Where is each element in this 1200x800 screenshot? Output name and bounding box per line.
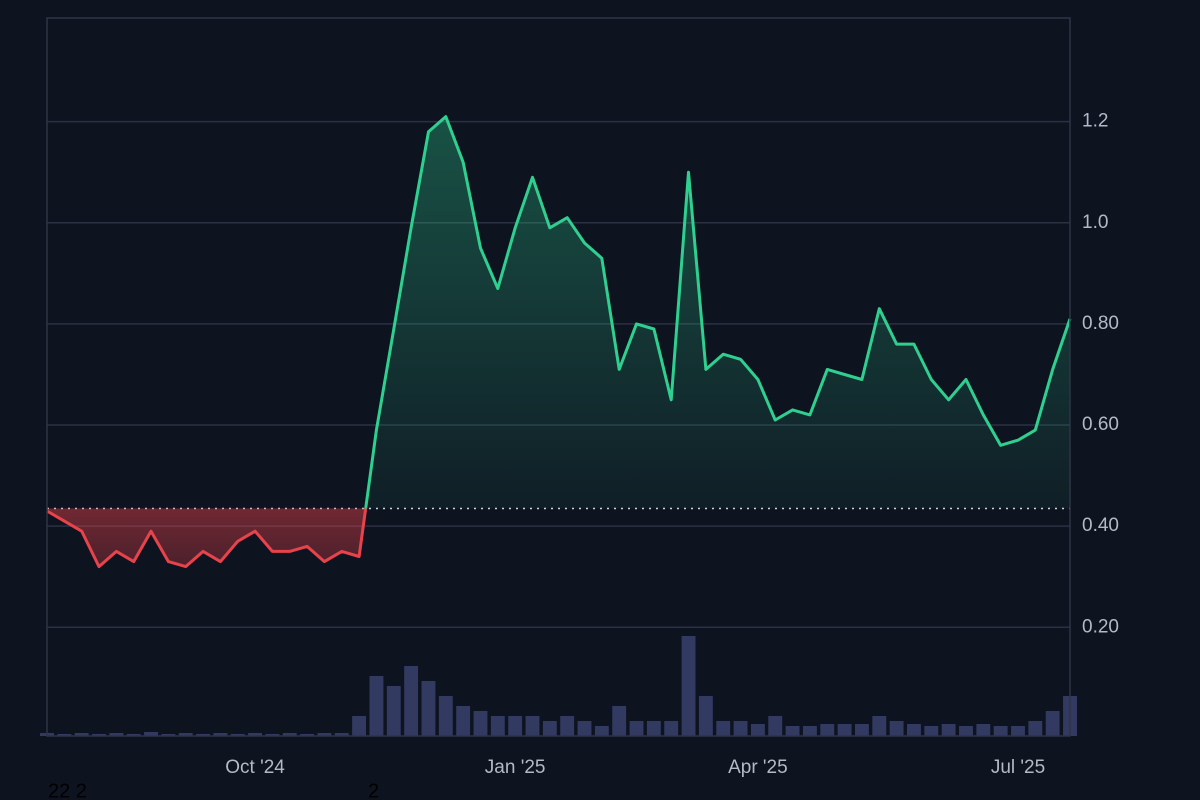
volume-bar xyxy=(490,716,505,736)
volume-bar xyxy=(1045,711,1060,736)
volume-bar xyxy=(473,711,488,736)
x-tick-label: Apr '25 xyxy=(728,757,788,778)
x-tick-label: Jan '25 xyxy=(485,757,546,778)
plot-frame xyxy=(46,17,1071,737)
volume-bar xyxy=(525,716,540,736)
volume-bar xyxy=(560,716,575,736)
volume-bar xyxy=(213,733,228,736)
volume-bar xyxy=(959,726,973,736)
y-tick-label: 1.0 xyxy=(1082,212,1108,233)
volume-bar xyxy=(594,726,609,736)
volume-bar xyxy=(334,733,349,736)
volume-bar xyxy=(612,706,627,736)
volume-bar xyxy=(820,724,835,736)
volume-bar xyxy=(1028,721,1043,736)
volume-bar xyxy=(542,721,557,736)
volume-bar xyxy=(369,676,384,736)
annotation: 2 xyxy=(368,780,379,800)
y-tick-label: 0.40 xyxy=(1082,515,1119,536)
volume-bar xyxy=(577,721,592,736)
volume-bar xyxy=(109,733,124,736)
volume-bar xyxy=(993,726,1008,736)
volume-bar xyxy=(681,636,696,736)
volume-bar xyxy=(300,734,315,736)
volume-bar xyxy=(438,696,453,736)
volume-bar xyxy=(802,726,817,736)
volume-bar xyxy=(126,734,141,736)
volume-bar xyxy=(750,724,765,736)
volume-bar xyxy=(1011,726,1025,736)
volume-bar xyxy=(404,666,419,736)
volume-bar xyxy=(664,721,679,736)
price-line xyxy=(46,115,1072,569)
volume-bar xyxy=(646,721,661,736)
volume-bar xyxy=(733,721,748,736)
volume-bar xyxy=(854,724,869,736)
x-tick-label: Oct '24 xyxy=(225,757,285,778)
volume-bar xyxy=(768,716,783,736)
volume-bar xyxy=(837,724,852,736)
volume-bar xyxy=(386,686,401,736)
volume-bar xyxy=(976,724,991,736)
volume-bar xyxy=(317,733,332,736)
volume-bar xyxy=(889,721,904,736)
area xyxy=(47,116,1070,567)
y-tick-label: 0.60 xyxy=(1082,414,1119,435)
volume-bar xyxy=(248,733,263,736)
volume-bar xyxy=(57,734,72,736)
volume-bar xyxy=(74,733,89,736)
y-tick-label: 0.80 xyxy=(1082,313,1119,334)
volume-bar xyxy=(629,721,644,736)
volume-bar xyxy=(421,681,436,736)
volume-bar xyxy=(178,733,193,736)
volume-bar xyxy=(196,734,210,736)
y-tick-label: 0.20 xyxy=(1082,616,1119,637)
volume-bar xyxy=(716,721,731,736)
volume-bar xyxy=(508,716,523,736)
volume-bar xyxy=(352,716,367,736)
volume-bar xyxy=(282,733,297,736)
volume-bar xyxy=(230,734,245,736)
volume-bar xyxy=(941,724,956,736)
volume-bar xyxy=(92,734,106,736)
x-tick-label: Jul '25 xyxy=(991,757,1045,778)
volume-bar xyxy=(144,732,158,736)
volume-bar xyxy=(265,734,280,736)
volume-bar xyxy=(698,696,713,736)
y-tick-label: 1.2 xyxy=(1082,111,1108,132)
volume-bar xyxy=(456,706,471,736)
annotation: 22 2 xyxy=(48,780,87,800)
volume-bar xyxy=(161,734,176,736)
volume-bar xyxy=(872,716,887,736)
volume-bar xyxy=(907,724,921,736)
volume-bar xyxy=(924,726,939,736)
volume-bar xyxy=(785,726,800,736)
